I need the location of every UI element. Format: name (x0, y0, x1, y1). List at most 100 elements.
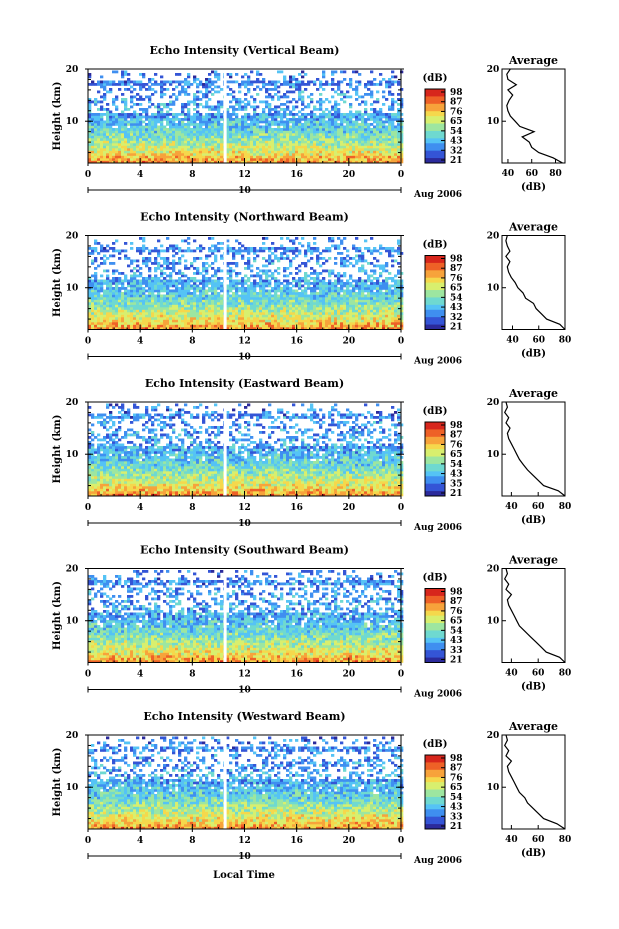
heatmap-cell (91, 279, 95, 283)
heatmap-cell (226, 292, 230, 295)
heatmap-cell (319, 83, 323, 86)
heatmap-cell (280, 304, 284, 308)
heatmap-cell (304, 294, 308, 298)
heatmap-cell (358, 125, 362, 129)
heatmap-cell (136, 160, 140, 164)
heatmap-cell (301, 292, 305, 295)
heatmap-cell (91, 130, 95, 134)
heatmap-cell (112, 304, 116, 308)
heatmap-cell (289, 302, 293, 305)
heatmap-cell (100, 120, 104, 124)
heatmap-cell (271, 123, 275, 126)
heatmap-cell (397, 292, 401, 295)
heatmap-cell (253, 140, 257, 144)
heatmap-cell (319, 140, 323, 144)
heatmap-cell (373, 277, 377, 280)
heatmap-cell (166, 297, 170, 300)
heatmap-cell (391, 128, 395, 131)
heatmap-cell (343, 145, 347, 149)
heatmap-cell (373, 113, 377, 116)
heatmap-cell (292, 135, 296, 139)
heatmap-cell (388, 150, 392, 154)
heatmap-cell (256, 133, 260, 136)
heatmap-cell (340, 302, 344, 305)
heatmap-cell (94, 292, 98, 295)
heatmap-cell (391, 100, 395, 104)
heatmap-cell (358, 95, 362, 99)
heatmap-cell (208, 105, 212, 109)
heatmap-cell (226, 148, 230, 151)
heatmap-cell (259, 319, 263, 323)
heatmap-cell (307, 282, 311, 285)
heatmap-cell (229, 140, 233, 144)
heatmap-cell (271, 143, 275, 146)
heatmap-cell (160, 304, 164, 308)
heatmap-cell (187, 324, 191, 328)
heatmap-cell (106, 135, 110, 139)
heatmap-cell (133, 113, 137, 116)
heatmap-cell (271, 108, 275, 111)
heatmap-cell (337, 307, 341, 310)
heatmap-cell (337, 287, 341, 290)
heatmap-cell (226, 155, 230, 159)
heatmap-cell (178, 90, 182, 94)
heatmap-cell (130, 282, 134, 285)
heatmap-cell (250, 128, 254, 131)
heatmap-cell (319, 145, 323, 149)
heatmap-cell (211, 314, 215, 318)
heatmap-cell (337, 103, 341, 106)
heatmap-cell (280, 302, 284, 305)
heatmap-cell (289, 80, 293, 84)
heatmap-cell (163, 155, 167, 159)
heatmap-cell (358, 312, 362, 315)
heatmap-cell (181, 327, 185, 330)
heatmap-cell (187, 150, 191, 154)
heatmap-cell (352, 120, 356, 124)
heatmap-cell (100, 118, 104, 121)
heatmap-cell (340, 287, 344, 290)
heatmap-cell (136, 115, 140, 119)
heatmap-cell (142, 120, 146, 124)
panel-title: Echo Intensity (Northward Beam) (140, 211, 349, 224)
heatmap-cell (298, 128, 302, 131)
heatmap-cell (247, 309, 251, 313)
heatmap-cell (244, 317, 248, 320)
heatmap-cell (175, 133, 179, 136)
heatmap-cell (247, 140, 251, 144)
heatmap-cell (127, 317, 131, 320)
heatmap-cell (346, 135, 350, 139)
heatmap-cell (94, 145, 98, 149)
heatmap-cell (352, 113, 356, 116)
heatmap-cell (373, 292, 377, 295)
heatmap-cell (145, 155, 149, 159)
heatmap-cell (313, 279, 317, 283)
heatmap-cell (325, 299, 329, 303)
heatmap-cell (310, 150, 314, 154)
heatmap-cell (148, 277, 152, 280)
heatmap-cell (178, 128, 182, 131)
heatmap-cell (358, 324, 362, 328)
heatmap-cell (349, 284, 353, 288)
heatmap-cell (169, 130, 173, 134)
heatmap-cell (169, 83, 173, 86)
heatmap-cell (346, 113, 350, 116)
heatmap-cell (307, 319, 311, 323)
heatmap-cell (160, 103, 164, 106)
heatmap-cell (376, 309, 380, 313)
heatmap-cell (265, 155, 269, 159)
heatmap-cell (400, 140, 404, 144)
heatmap-cell (319, 322, 323, 325)
heatmap-cell (268, 128, 272, 131)
heatmap-cell (286, 307, 290, 310)
heatmap-cell (175, 272, 179, 275)
heatmap-cell (91, 327, 95, 330)
heatmap-cell (88, 287, 92, 290)
heatmap-cell (394, 128, 398, 131)
heatmap-cell (160, 95, 164, 99)
heatmap-cell (106, 118, 110, 121)
heatmap-cell (259, 274, 263, 278)
heatmap-cell (211, 70, 215, 74)
heatmap-cell (259, 88, 263, 91)
heatmap-cell (274, 130, 278, 134)
heatmap-cell (238, 130, 242, 134)
